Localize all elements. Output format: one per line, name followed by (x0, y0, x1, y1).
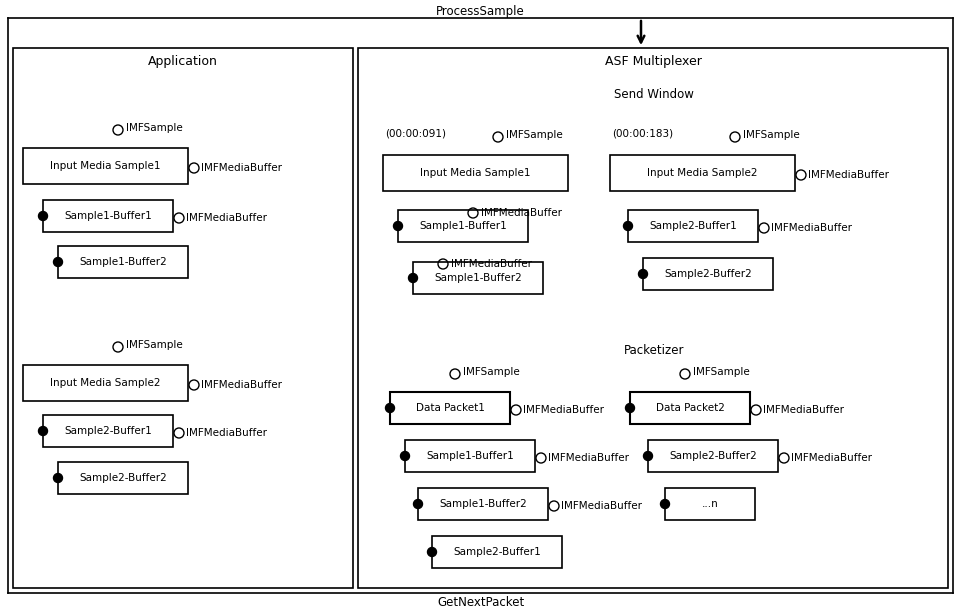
Bar (390, 392, 510, 424)
Text: Packetizer: Packetizer (624, 345, 684, 357)
Circle shape (54, 257, 62, 267)
Text: IMFMediaBuffer: IMFMediaBuffer (763, 405, 844, 415)
Bar (628, 210, 758, 242)
Bar (58, 462, 188, 494)
Circle shape (428, 548, 436, 556)
Text: Sample2-Buffer2: Sample2-Buffer2 (664, 269, 752, 279)
Text: IMFMediaBuffer: IMFMediaBuffer (201, 163, 282, 173)
Text: ...n: ...n (702, 499, 719, 509)
Text: Data Packet1: Data Packet1 (415, 403, 484, 413)
Text: ProcessSample: ProcessSample (436, 4, 525, 18)
Text: IMFMediaBuffer: IMFMediaBuffer (808, 170, 889, 180)
Bar (43, 415, 173, 447)
Text: Sample2-Buffer1: Sample2-Buffer1 (64, 426, 152, 436)
Text: IMFMediaBuffer: IMFMediaBuffer (481, 208, 562, 218)
Bar (373, 80, 935, 325)
Text: Sample1-Buffer1: Sample1-Buffer1 (64, 211, 152, 221)
Text: IMFMediaBuffer: IMFMediaBuffer (186, 428, 267, 438)
Bar (358, 48, 948, 588)
Bar (43, 200, 173, 232)
Bar (405, 440, 535, 472)
Text: IMFMediaBuffer: IMFMediaBuffer (561, 501, 642, 511)
Text: (00:00:091): (00:00:091) (385, 128, 446, 138)
Text: IMFSample: IMFSample (743, 130, 800, 140)
Circle shape (401, 451, 409, 461)
Text: Sample1-Buffer2: Sample1-Buffer2 (439, 499, 527, 509)
Text: Sample2-Buffer2: Sample2-Buffer2 (669, 451, 757, 461)
Text: IMFSample: IMFSample (693, 367, 750, 377)
Bar (643, 258, 773, 290)
Circle shape (38, 426, 47, 436)
Circle shape (626, 403, 634, 412)
Text: Sample1-Buffer1: Sample1-Buffer1 (426, 451, 514, 461)
Circle shape (408, 273, 417, 282)
Text: IMFSample: IMFSample (506, 130, 563, 140)
Bar (413, 262, 543, 294)
Text: Sample2-Buffer2: Sample2-Buffer2 (79, 473, 167, 483)
Circle shape (624, 221, 632, 231)
Circle shape (393, 221, 403, 231)
Text: Input Media Sample2: Input Media Sample2 (648, 168, 758, 178)
Text: IMFMediaBuffer: IMFMediaBuffer (548, 453, 629, 463)
Bar (23, 365, 188, 401)
Circle shape (385, 403, 395, 412)
Text: IMFMediaBuffer: IMFMediaBuffer (523, 405, 604, 415)
Circle shape (38, 212, 47, 220)
Bar (648, 440, 778, 472)
Text: Input Media Sample1: Input Media Sample1 (420, 168, 530, 178)
Text: IMFMediaBuffer: IMFMediaBuffer (201, 380, 282, 390)
Circle shape (54, 473, 62, 483)
Bar (418, 488, 548, 520)
Bar (23, 148, 188, 184)
Text: IMFMediaBuffer: IMFMediaBuffer (186, 213, 267, 223)
Text: IMFSample: IMFSample (126, 340, 183, 350)
Bar (13, 48, 353, 588)
Text: Input Media Sample1: Input Media Sample1 (50, 161, 160, 171)
Text: GetNextPacket: GetNextPacket (437, 597, 524, 609)
Text: Sample1-Buffer2: Sample1-Buffer2 (434, 273, 522, 283)
Circle shape (638, 270, 648, 279)
Text: IMFSample: IMFSample (126, 123, 183, 133)
Text: Sample2-Buffer1: Sample2-Buffer1 (649, 221, 737, 231)
Bar (383, 155, 568, 191)
Bar (398, 210, 528, 242)
Text: Sample1-Buffer2: Sample1-Buffer2 (79, 257, 167, 267)
Circle shape (660, 500, 670, 509)
Bar (630, 392, 750, 424)
Text: IMFMediaBuffer: IMFMediaBuffer (771, 223, 852, 233)
Text: ASF Multiplexer: ASF Multiplexer (604, 56, 702, 68)
Text: Sample2-Buffer1: Sample2-Buffer1 (454, 547, 541, 557)
Bar (610, 155, 795, 191)
Text: Sample1-Buffer1: Sample1-Buffer1 (419, 221, 506, 231)
Text: IMFSample: IMFSample (463, 367, 520, 377)
Bar (58, 246, 188, 278)
Circle shape (413, 500, 423, 509)
Text: Data Packet2: Data Packet2 (655, 403, 725, 413)
Bar (373, 337, 935, 582)
Circle shape (644, 451, 653, 461)
Text: IMFMediaBuffer: IMFMediaBuffer (791, 453, 872, 463)
Text: Send Window: Send Window (614, 87, 694, 101)
Text: (00:00:183): (00:00:183) (612, 128, 673, 138)
Text: Input Media Sample2: Input Media Sample2 (50, 378, 160, 388)
Text: Application: Application (148, 56, 218, 68)
Text: IMFMediaBuffer: IMFMediaBuffer (451, 259, 532, 269)
Bar (665, 488, 755, 520)
Bar (432, 536, 562, 568)
